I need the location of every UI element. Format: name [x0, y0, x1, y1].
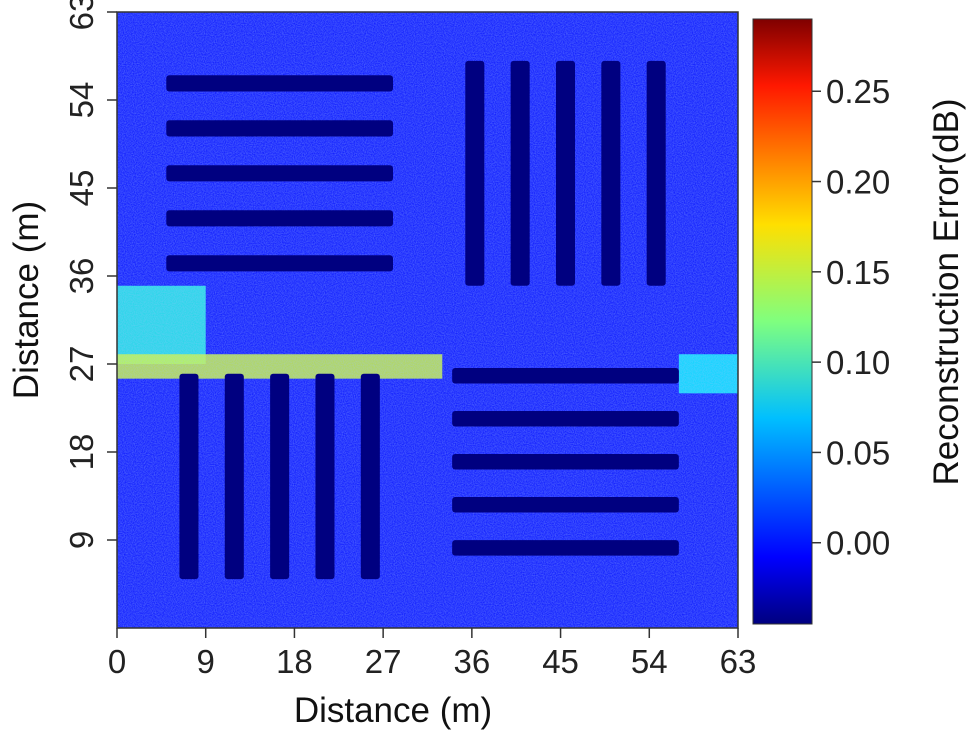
y-tick-label: 9 — [63, 531, 100, 549]
y-tick-label: 54 — [63, 82, 100, 119]
x-tick-label: 18 — [276, 643, 313, 680]
colorbar-tick-label: 0.00 — [826, 525, 890, 562]
bar-top-left — [166, 255, 393, 272]
bar-bottom-left — [179, 373, 199, 580]
bar-top-right — [646, 60, 666, 286]
bar-bottom-left — [315, 373, 335, 580]
bar-top-left — [166, 75, 393, 92]
y-axis-title: Distance (m) — [7, 201, 46, 399]
x-tick-label: 36 — [453, 643, 490, 680]
resolution-bars — [166, 60, 679, 580]
colorbar-tick-label: 0.20 — [826, 164, 890, 201]
heatmap-plot — [116, 11, 739, 629]
colorbar-tick-label: 0.25 — [826, 73, 890, 110]
y-tick-label: 18 — [63, 434, 100, 471]
bar-bottom-right — [452, 411, 679, 427]
x-tick-label: 63 — [720, 643, 757, 680]
colorbar-tick-label: 0.10 — [826, 344, 890, 381]
bar-top-left — [166, 210, 393, 227]
bar-top-right — [465, 60, 485, 286]
x-tick-label: 54 — [631, 643, 668, 680]
x-tick-label: 27 — [365, 643, 402, 680]
bar-bottom-right — [452, 454, 679, 470]
colorbar-title: Reconstruction Error(dB) — [927, 98, 966, 485]
x-axis: 0 9 18 27 36 45 54 63 — [108, 628, 757, 680]
y-axis: 9 18 27 36 45 54 63 — [63, 0, 117, 549]
bar-top-right — [601, 60, 621, 286]
x-tick-label: 45 — [542, 643, 579, 680]
y-tick-label: 45 — [63, 170, 100, 207]
x-tick-label: 9 — [197, 643, 215, 680]
y-tick-label: 63 — [63, 0, 100, 30]
y-tick-label: 36 — [63, 258, 100, 295]
bar-bottom-left — [360, 373, 380, 580]
bar-bottom-right — [452, 367, 679, 384]
x-axis-title: Distance (m) — [294, 691, 492, 730]
colorbar-ticks: 0.00 0.05 0.10 0.15 0.20 0.25 — [812, 73, 890, 562]
bar-top-right — [510, 60, 530, 286]
colorbar-gradient — [752, 18, 813, 625]
colorbar-tick-label: 0.05 — [826, 434, 890, 471]
noise-texture — [117, 12, 738, 628]
bar-bottom-right — [452, 540, 679, 556]
x-tick-label: 0 — [108, 643, 126, 680]
bar-top-left — [166, 165, 393, 182]
bar-bottom-left — [270, 373, 290, 580]
colorbar-tick-label: 0.15 — [826, 254, 890, 291]
colorbar: 0.00 0.05 0.10 0.15 0.20 0.25 — [752, 18, 890, 625]
y-tick-label: 27 — [63, 346, 100, 383]
bar-top-left — [166, 120, 393, 137]
bar-bottom-right — [452, 497, 679, 513]
bar-bottom-left — [224, 373, 244, 580]
bar-top-right — [555, 60, 576, 286]
plot-frame — [116, 11, 739, 629]
